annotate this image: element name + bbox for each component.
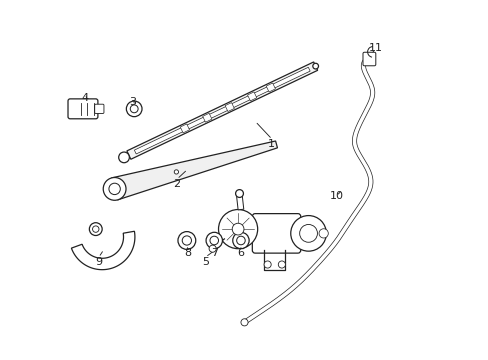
Circle shape: [178, 231, 195, 249]
Circle shape: [209, 245, 216, 252]
Circle shape: [205, 232, 222, 249]
Circle shape: [241, 319, 247, 326]
Circle shape: [174, 170, 178, 174]
Text: 10: 10: [329, 191, 344, 201]
Polygon shape: [111, 141, 277, 200]
Circle shape: [119, 152, 129, 163]
FancyBboxPatch shape: [95, 104, 104, 113]
FancyBboxPatch shape: [252, 213, 300, 253]
Text: 2: 2: [173, 179, 180, 189]
Polygon shape: [203, 113, 211, 122]
Circle shape: [232, 223, 244, 235]
Circle shape: [92, 226, 99, 232]
Polygon shape: [224, 103, 234, 112]
Circle shape: [218, 210, 257, 249]
Polygon shape: [236, 193, 244, 210]
Circle shape: [130, 105, 138, 113]
Text: 4: 4: [81, 93, 88, 103]
Circle shape: [89, 223, 102, 235]
Text: 3: 3: [129, 97, 136, 107]
Polygon shape: [71, 231, 135, 270]
Text: 7: 7: [210, 248, 217, 258]
Circle shape: [312, 63, 318, 69]
Polygon shape: [247, 92, 256, 101]
Polygon shape: [180, 124, 189, 133]
Circle shape: [264, 261, 271, 268]
Text: 1: 1: [267, 139, 274, 149]
Text: 9: 9: [95, 257, 102, 267]
Circle shape: [290, 216, 325, 251]
Polygon shape: [126, 62, 317, 159]
Polygon shape: [265, 83, 275, 92]
Circle shape: [126, 101, 142, 117]
Text: 5: 5: [202, 257, 208, 267]
Circle shape: [209, 236, 218, 245]
FancyBboxPatch shape: [68, 99, 98, 119]
FancyBboxPatch shape: [362, 52, 375, 66]
Circle shape: [232, 232, 248, 249]
Circle shape: [299, 225, 317, 242]
Text: 6: 6: [237, 248, 244, 258]
Circle shape: [278, 261, 285, 268]
Circle shape: [109, 183, 120, 195]
Circle shape: [318, 229, 327, 238]
Circle shape: [236, 236, 244, 245]
Text: 11: 11: [368, 43, 383, 53]
Circle shape: [182, 236, 191, 245]
Circle shape: [103, 177, 126, 200]
Polygon shape: [134, 67, 309, 154]
Circle shape: [235, 190, 243, 197]
Text: 8: 8: [183, 248, 191, 258]
